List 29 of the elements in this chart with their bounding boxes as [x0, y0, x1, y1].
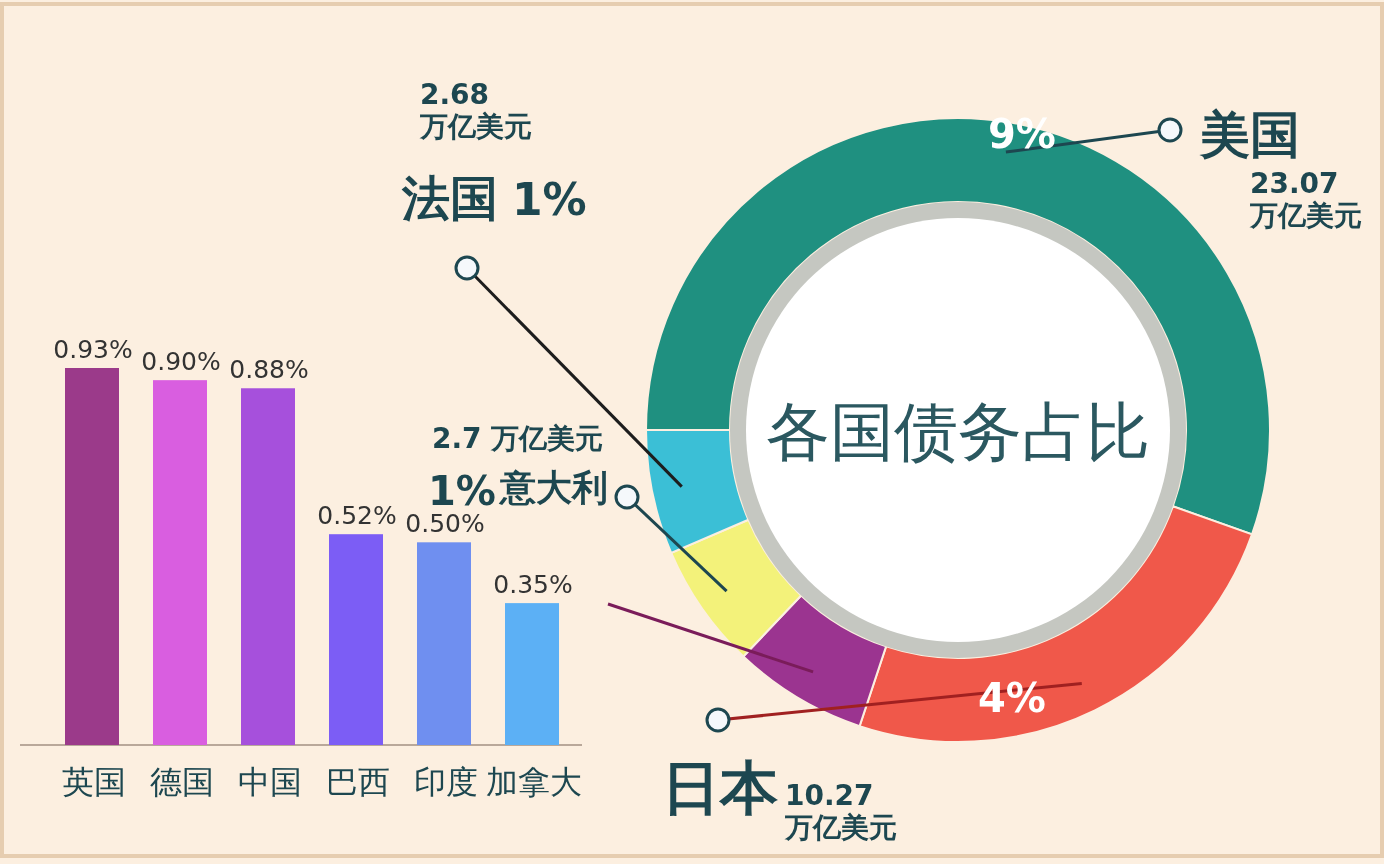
- data-label: 0.35%: [493, 570, 573, 600]
- slice-label: 法国: [401, 170, 498, 226]
- slice-label: 美国: [1199, 106, 1300, 164]
- bar: [329, 534, 383, 745]
- text: 9%: [988, 111, 1056, 157]
- text: 4%: [978, 675, 1046, 721]
- bar: [153, 380, 207, 745]
- bar: [505, 603, 559, 745]
- x-tick-label: 德国: [150, 763, 214, 801]
- x-tick-label: 英国: [62, 763, 126, 801]
- slice-label: 日本: [662, 754, 778, 822]
- data-label: 23.07 万亿美元: [1249, 167, 1362, 233]
- text: 1%: [512, 174, 587, 225]
- x-tick-label: 巴西: [326, 763, 390, 801]
- data-label: 10.27 万亿美元: [784, 779, 897, 845]
- slice-label: 意大利: [498, 467, 608, 508]
- data-label: 2.7 万亿美元: [432, 422, 604, 455]
- x-tick-label: 印度: [414, 763, 478, 801]
- bar: [241, 388, 295, 745]
- bar: [417, 542, 471, 745]
- data-label: 0.52%: [317, 501, 397, 531]
- x-tick-label: 中国: [238, 763, 302, 801]
- data-label: 0.88%: [229, 355, 309, 385]
- data-label: 2.68 万亿美元: [419, 78, 532, 144]
- text: 各国债务占比: [766, 395, 1150, 469]
- x-tick-label: 加拿大: [486, 763, 582, 801]
- bar: [65, 368, 119, 745]
- data-label: 0.93%: [53, 335, 133, 364]
- data-label: 0.90%: [141, 347, 221, 377]
